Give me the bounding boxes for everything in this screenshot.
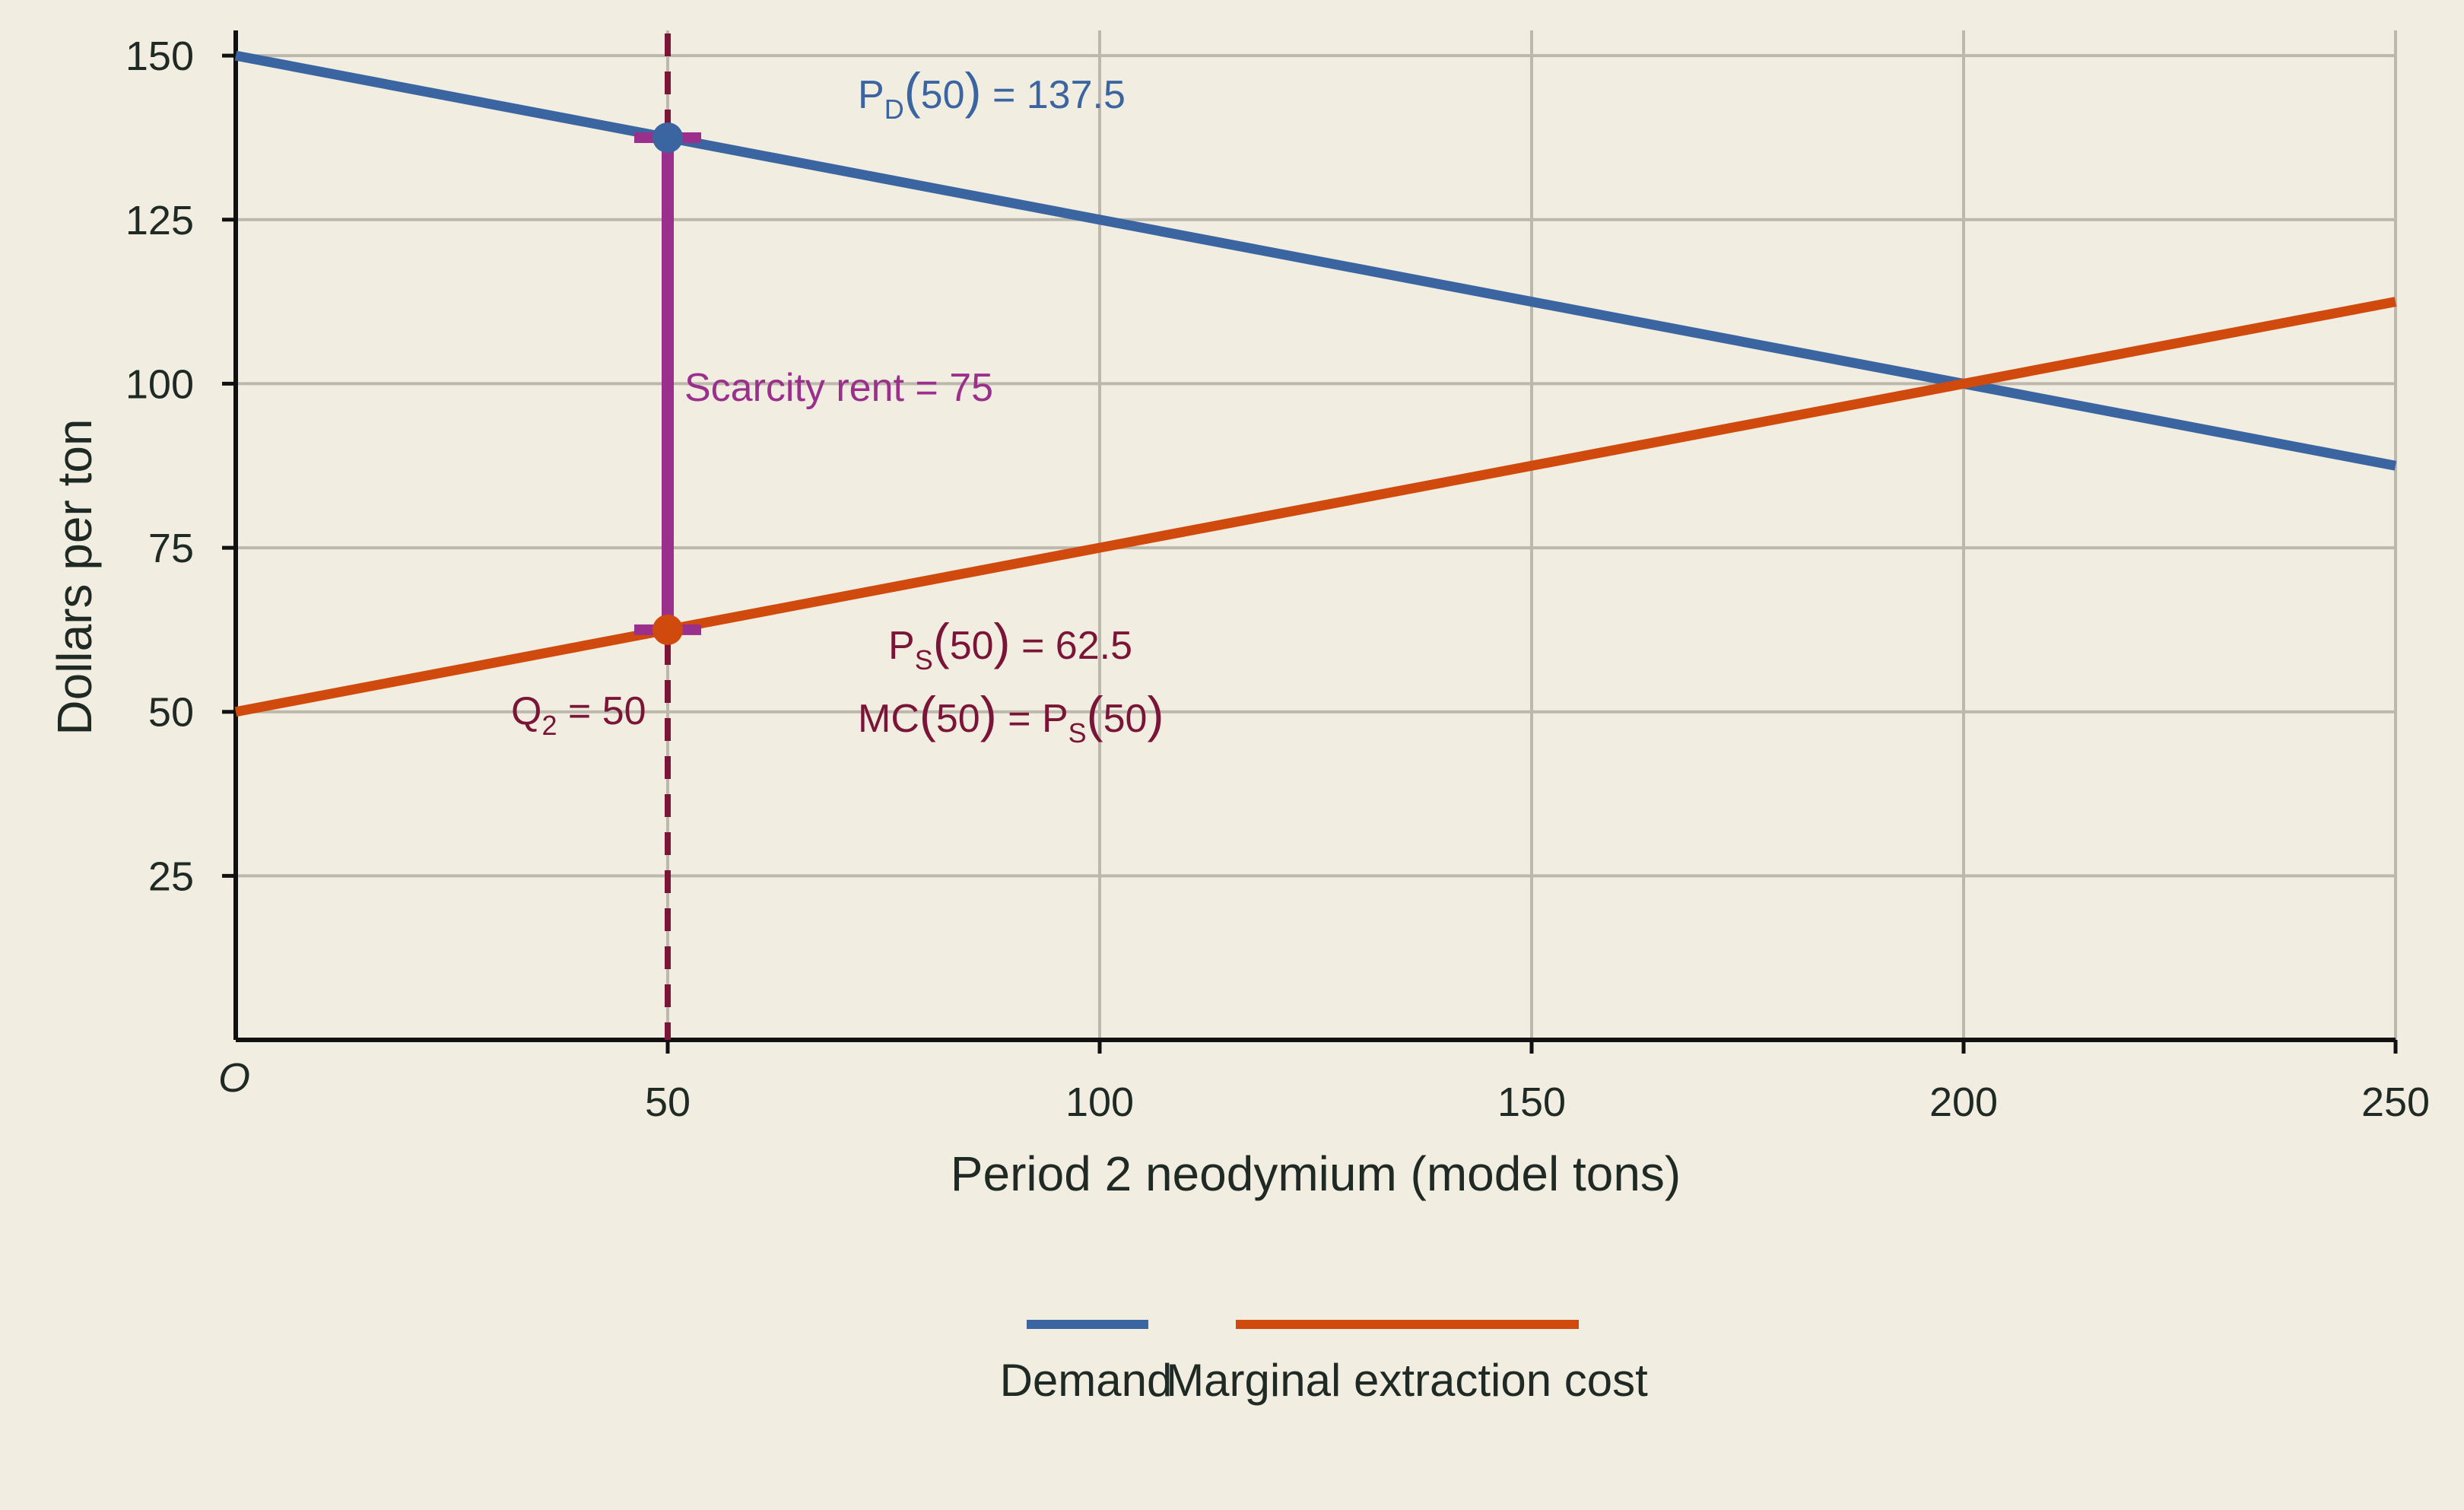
demand-price-arg: 50: [921, 73, 965, 117]
supply-price-subscript: S: [915, 644, 933, 676]
y-tick-label-100: 100: [125, 361, 194, 407]
mc-subscript: S: [1068, 717, 1087, 749]
mc-arg2: 50: [1103, 697, 1148, 741]
x-tick-label-50: 50: [645, 1079, 691, 1125]
mc-lead: MC: [858, 697, 919, 741]
scarcity-rent-annotation: Scarcity rent = 75: [684, 366, 993, 410]
axis-layer: [233, 30, 2396, 1042]
series-line-marginal-extraction-cost: [234, 297, 2397, 717]
y-tick-label-25: 25: [148, 854, 194, 899]
x-axis-title: Period 2 neodymium (model tons): [951, 1146, 1681, 1201]
y-axis-title: Dollars per ton: [47, 418, 102, 735]
point-layer: [653, 122, 683, 645]
demand-point: [653, 122, 683, 153]
x-tick-layer: 50 100 150 200 250: [645, 1040, 2430, 1125]
supply-price-main: P: [888, 624, 915, 668]
quantity-value: = 50: [557, 689, 646, 733]
supply-price-value: = 62.5: [1011, 624, 1132, 668]
mc-arg1: 50: [936, 697, 980, 741]
x-tick-label-250: 250: [2361, 1079, 2430, 1125]
legend: Demand Marginal extraction cost: [1000, 1320, 1648, 1406]
legend-label-marginal-extraction-cost: Marginal extraction cost: [1166, 1355, 1648, 1406]
series-layer: [234, 50, 2397, 717]
y-tick-label-125: 125: [125, 198, 194, 243]
quantity-annotation: Q2 = 50: [511, 689, 646, 741]
x-tick-label-200: 200: [1929, 1079, 1998, 1125]
origin-label: O: [218, 1055, 250, 1101]
supply-point: [653, 614, 683, 645]
y-tick-layer: 25 50 75 100 125 150: [125, 33, 236, 899]
quantity-subscript: 2: [541, 710, 557, 741]
y-tick-label-50: 50: [148, 690, 194, 736]
supply-price-arg: 50: [950, 624, 994, 668]
demand-price-annotation: PD(50) = 137.5: [858, 62, 1126, 125]
y-tick-label-150: 150: [125, 33, 194, 79]
demand-price-value: = 137.5: [982, 73, 1126, 117]
grid-layer: [236, 30, 2397, 1040]
demand-price-subscript: D: [884, 94, 904, 125]
demand-price-main: P: [858, 73, 884, 117]
x-tick-label-150: 150: [1497, 1079, 1566, 1125]
x-tick-label-100: 100: [1065, 1079, 1134, 1125]
legend-label-demand: Demand: [1000, 1355, 1173, 1406]
annotation-layer: PD(50) = 137.5 Scarcity rent = 75 PS(50)…: [511, 62, 1164, 749]
mc-equals-annotation: MC(50) = PS(50): [858, 686, 1164, 749]
series-line-demand: [234, 50, 2397, 471]
mc-mid: = P: [997, 697, 1068, 741]
y-tick-label-75: 75: [148, 526, 194, 571]
quantity-main: Q: [511, 689, 541, 733]
supply-price-annotation: PS(50) = 62.5: [888, 613, 1132, 676]
